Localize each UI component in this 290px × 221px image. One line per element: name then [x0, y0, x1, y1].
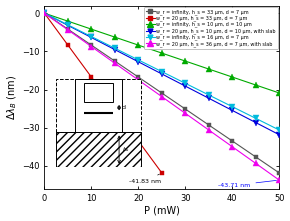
Legend: w_r = infinity, h_s = 33 μm, d = 7 μm, w_r = 20 μm, h_s = 33 μm, d = 7 μm, w_r =: w_r = infinity, h_s = 33 μm, d = 7 μm, w… [144, 7, 278, 49]
Text: -41.83 nm: -41.83 nm [129, 174, 161, 184]
Y-axis label: $\Delta\lambda_B$ (nm): $\Delta\lambda_B$ (nm) [6, 75, 19, 120]
X-axis label: P (mW): P (mW) [144, 206, 180, 215]
Text: -43.71 nm: -43.71 nm [218, 180, 276, 188]
